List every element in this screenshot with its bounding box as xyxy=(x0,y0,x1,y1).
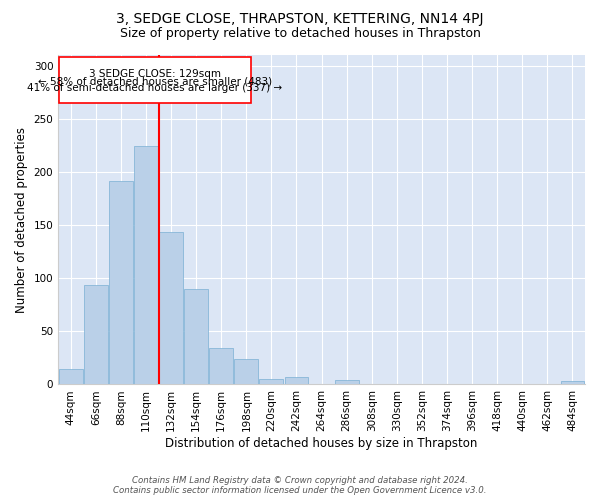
Y-axis label: Number of detached properties: Number of detached properties xyxy=(15,126,28,312)
X-axis label: Distribution of detached houses by size in Thrapston: Distribution of detached houses by size … xyxy=(166,437,478,450)
Bar xyxy=(259,379,283,384)
Bar xyxy=(134,146,158,384)
Text: Contains HM Land Registry data © Crown copyright and database right 2024.
Contai: Contains HM Land Registry data © Crown c… xyxy=(113,476,487,495)
Bar xyxy=(284,377,308,384)
Bar xyxy=(235,359,258,384)
Text: Size of property relative to detached houses in Thrapston: Size of property relative to detached ho… xyxy=(119,28,481,40)
Text: 41% of semi-detached houses are larger (337) →: 41% of semi-detached houses are larger (… xyxy=(28,84,283,94)
Bar xyxy=(59,368,83,384)
Text: ← 58% of detached houses are smaller (483): ← 58% of detached houses are smaller (48… xyxy=(38,76,272,86)
Bar xyxy=(560,382,584,384)
Bar xyxy=(335,380,359,384)
Bar xyxy=(184,289,208,384)
Text: 3 SEDGE CLOSE: 129sqm: 3 SEDGE CLOSE: 129sqm xyxy=(89,68,221,78)
Bar xyxy=(84,284,108,384)
Bar xyxy=(209,348,233,384)
Bar xyxy=(159,232,183,384)
Bar xyxy=(109,182,133,384)
Text: 3, SEDGE CLOSE, THRAPSTON, KETTERING, NN14 4PJ: 3, SEDGE CLOSE, THRAPSTON, KETTERING, NN… xyxy=(116,12,484,26)
Bar xyxy=(59,57,251,103)
